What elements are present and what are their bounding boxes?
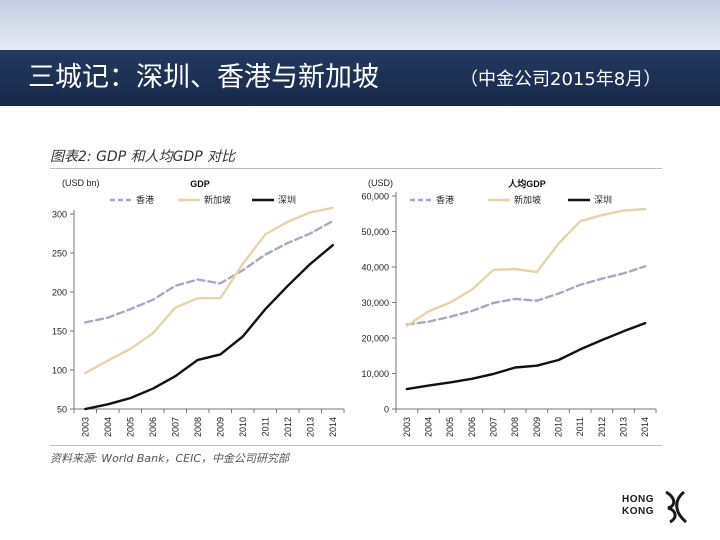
chart-1-x-tick-label: 2003 — [402, 417, 412, 437]
chart-0-x-tick-label: 2012 — [283, 417, 293, 437]
chart-0-y-tick-label: 150 — [52, 327, 67, 337]
figure-bottom-rule — [50, 445, 662, 446]
figure-top-rule — [50, 168, 662, 169]
chart-0-legend-label-1: 新加坡 — [204, 194, 231, 205]
chart-1-y-tick-label: 30,000 — [361, 298, 389, 308]
chart-1-series-2-line — [405, 321, 647, 391]
chart-0-series-2-line — [84, 243, 334, 411]
chart-1-x-tick-label: 2004 — [424, 417, 434, 437]
chart-0-title: GDP — [190, 179, 210, 189]
chart-0-x-tick-label: 2004 — [103, 417, 113, 437]
chart-0-x-tick-label: 2011 — [260, 417, 270, 436]
chart-1-x-tick-label: 2009 — [532, 417, 542, 437]
chart-1-x-tick-label: 2014 — [640, 417, 650, 437]
chart-1-x-tick-label: 2005 — [445, 417, 455, 437]
chart-1-y-tick-label: 0 — [384, 405, 389, 415]
chart-0-series-1-line — [84, 206, 334, 375]
chart-1-x-tick-label: 2013 — [619, 417, 629, 437]
chart-0-x-tick-label: 2014 — [328, 417, 338, 437]
logo-text-line1: HONG — [622, 494, 654, 505]
chart-0-x-tick-label: 2003 — [80, 417, 90, 437]
chart-0-legend-label-0: 香港 — [136, 194, 154, 205]
chart-1-y-tick-label: 40,000 — [361, 263, 389, 273]
slide-title: 三城记：深圳、香港与新加坡 — [28, 62, 379, 93]
chart-0-unit-label: (USD bn) — [62, 178, 100, 188]
chart-1-x-tick-label: 2006 — [467, 417, 477, 437]
chart-1-y-tick-label: 20,000 — [361, 334, 389, 344]
hong-kong-logo: HONG KONG — [622, 490, 694, 524]
source-note: 资料来源: World Bank，CEIC，中金公司研究部 — [50, 452, 290, 465]
logo-mark-icon — [665, 490, 688, 524]
chart-1-series-0-line — [405, 265, 647, 326]
chart-0-x-tick-label: 2006 — [148, 417, 158, 437]
chart-0-y-tick-label: 200 — [52, 288, 67, 298]
chart-0-x-tick-label: 2008 — [193, 417, 203, 437]
chart-1-y-tick-label: 50,000 — [361, 227, 389, 237]
chart-1-x-tick-label: 2007 — [489, 417, 499, 437]
chart-1-legend-label-2: 深圳 — [594, 195, 612, 205]
title-bar: 三城记：深圳、香港与新加坡 （中金公司2015年8月） — [0, 50, 720, 106]
chart-0-x-tick-label: 2007 — [170, 417, 180, 437]
chart-1-x-tick-label: 2008 — [510, 417, 520, 437]
chart-1-y-tick-label: 60,000 — [361, 192, 389, 202]
chart-0-y-tick-label: 300 — [52, 210, 67, 220]
chart-1-y-tick-label: 10,000 — [361, 369, 389, 379]
chart-1-x-tick-label: 2010 — [554, 417, 564, 437]
chart-0-legend-label-2: 深圳 — [278, 195, 296, 205]
chart-0-x-tick-label: 2005 — [125, 417, 135, 437]
chart-1-legend-label-1: 新加坡 — [514, 194, 541, 205]
chart-1-unit-label: (USD) — [368, 178, 393, 188]
chart-1-title: 人均GDP — [507, 178, 546, 189]
chart-0-y-tick-label: 250 — [52, 249, 67, 259]
chart-0-series-0-line — [84, 219, 334, 324]
chart-1-legend-label-0: 香港 — [436, 194, 454, 205]
chart-1-x-tick-label: 2012 — [597, 417, 607, 437]
figure-title: 图表2: GDP 和人均GDP 对比 — [50, 149, 236, 165]
chart-0-x-tick-label: 2009 — [215, 417, 225, 437]
logo-text-line2: KONG — [622, 506, 654, 517]
chart-0-x-tick-label: 2013 — [305, 417, 315, 437]
chart-1-series-1-line — [405, 207, 647, 328]
top-band — [0, 0, 720, 50]
slide-subtitle: （中金公司2015年8月） — [460, 69, 662, 90]
chart-0-x-tick-label: 2010 — [238, 417, 248, 437]
chart-0-y-tick-label: 100 — [52, 366, 67, 376]
chart-0-y-tick-label: 50 — [57, 405, 67, 415]
chart-1-x-tick-label: 2011 — [575, 417, 585, 436]
